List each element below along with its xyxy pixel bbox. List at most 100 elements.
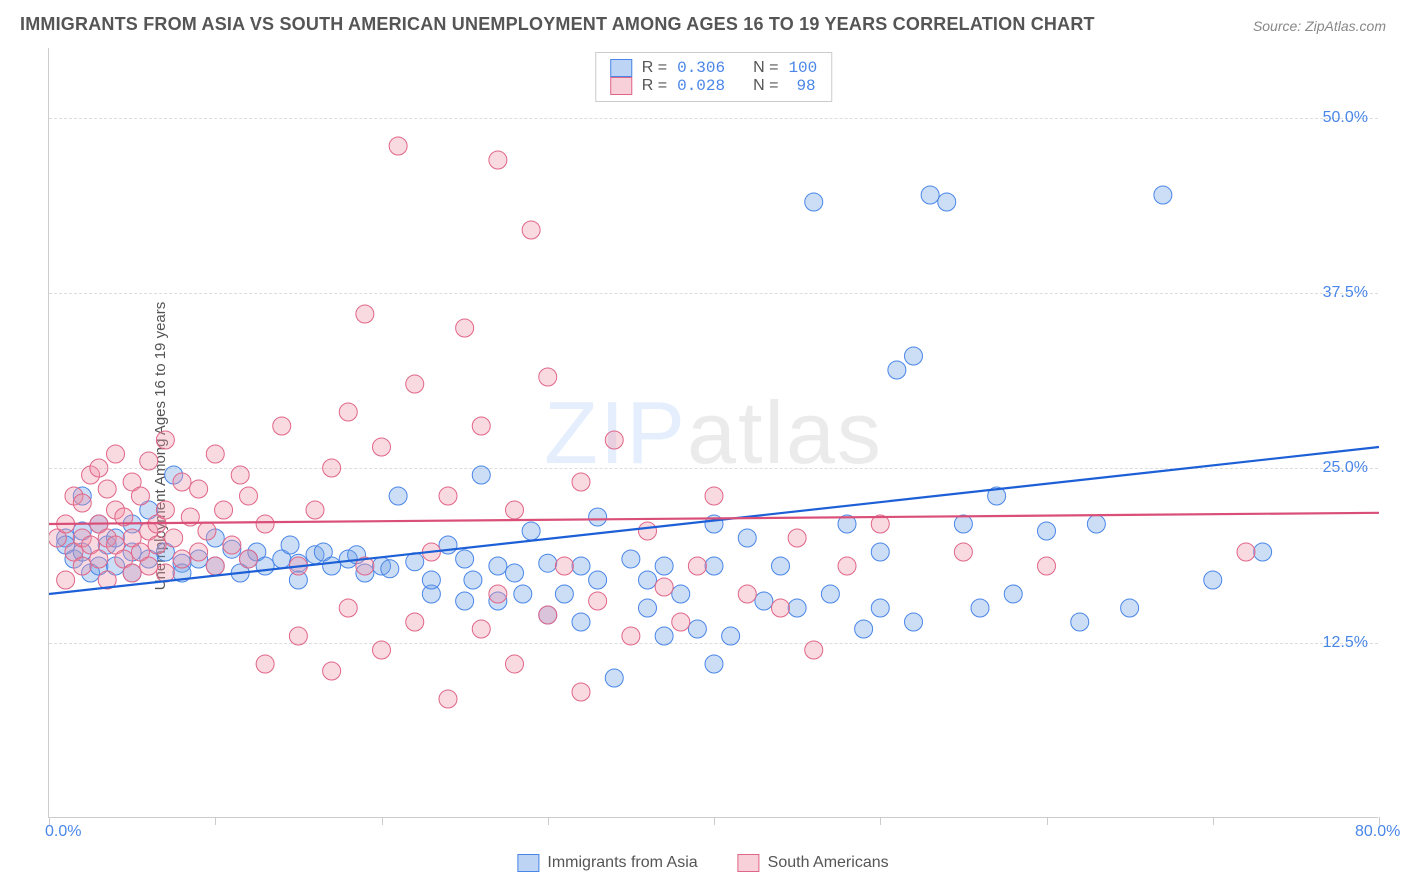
y-tick-label: 37.5% — [1323, 284, 1368, 302]
data-point-pink — [339, 403, 357, 421]
data-point-pink — [140, 522, 158, 540]
data-point-blue — [281, 536, 299, 554]
data-point-blue — [98, 536, 116, 554]
data-point-pink — [198, 522, 216, 540]
data-point-blue — [73, 522, 91, 540]
data-point-pink — [788, 529, 806, 547]
n-value-pink: 98 — [788, 77, 815, 95]
data-point-blue — [90, 557, 108, 575]
data-point-blue — [705, 557, 723, 575]
data-point-blue — [514, 585, 532, 603]
data-point-pink — [98, 480, 116, 498]
data-point-pink — [256, 655, 274, 673]
data-point-pink — [156, 564, 174, 582]
data-point-blue — [888, 361, 906, 379]
data-point-pink — [539, 606, 557, 624]
data-point-pink — [131, 487, 149, 505]
trend-line-blue — [49, 447, 1379, 594]
data-point-pink — [772, 599, 790, 617]
data-point-pink — [115, 550, 133, 568]
data-point-pink — [1237, 543, 1255, 561]
data-point-pink — [1038, 557, 1056, 575]
data-point-blue — [821, 585, 839, 603]
data-point-blue — [348, 546, 366, 564]
x-tick — [880, 817, 881, 825]
data-point-blue — [954, 515, 972, 533]
data-point-pink — [123, 473, 141, 491]
data-point-pink — [131, 543, 149, 561]
data-point-blue — [1121, 599, 1139, 617]
data-point-pink — [539, 368, 557, 386]
gridline — [49, 643, 1378, 644]
data-point-pink — [165, 529, 183, 547]
data-point-pink — [406, 375, 424, 393]
data-point-blue — [788, 599, 806, 617]
data-point-blue — [156, 543, 174, 561]
gridline — [49, 468, 1378, 469]
data-point-pink — [190, 543, 208, 561]
r-label: R = — [642, 77, 667, 95]
legend-item-pink: South Americans — [738, 854, 889, 872]
chart-title: IMMIGRANTS FROM ASIA VS SOUTH AMERICAN U… — [20, 14, 1095, 35]
data-point-blue — [123, 515, 141, 533]
stats-legend-box: R = 0.306 N = 100 R = 0.028 N = 98 — [595, 52, 833, 102]
data-point-pink — [705, 487, 723, 505]
data-point-blue — [306, 546, 324, 564]
gridline — [49, 118, 1378, 119]
data-point-blue — [206, 529, 224, 547]
data-point-blue — [489, 557, 507, 575]
data-point-blue — [339, 550, 357, 568]
data-point-pink — [422, 543, 440, 561]
source-attribution: Source: ZipAtlas.com — [1253, 18, 1386, 34]
watermark-right: atlas — [687, 383, 883, 482]
data-point-blue — [905, 613, 923, 631]
data-point-blue — [289, 571, 307, 589]
data-point-pink — [472, 620, 490, 638]
data-point-pink — [256, 515, 274, 533]
data-point-blue — [107, 557, 125, 575]
data-point-blue — [373, 557, 391, 575]
data-point-pink — [57, 515, 75, 533]
data-point-pink — [289, 557, 307, 575]
data-point-blue — [539, 554, 557, 572]
data-point-blue — [123, 564, 141, 582]
data-point-pink — [148, 536, 166, 554]
x-tick-label: 80.0% — [1355, 823, 1400, 841]
legend-item-blue: Immigrants from Asia — [517, 854, 697, 872]
data-point-blue — [655, 557, 673, 575]
data-point-pink — [65, 543, 83, 561]
data-point-blue — [755, 592, 773, 610]
gridline — [49, 293, 1378, 294]
data-point-pink — [838, 557, 856, 575]
data-point-blue — [73, 543, 91, 561]
r-value-blue: 0.306 — [677, 59, 725, 77]
data-point-blue — [838, 515, 856, 533]
data-point-pink — [123, 529, 141, 547]
data-point-pink — [107, 445, 125, 463]
data-point-pink — [406, 613, 424, 631]
data-point-blue — [489, 592, 507, 610]
data-point-pink — [156, 431, 174, 449]
data-point-pink — [373, 438, 391, 456]
n-label: N = — [753, 59, 778, 77]
data-point-blue — [123, 543, 141, 561]
data-point-pink — [439, 690, 457, 708]
data-point-blue — [971, 599, 989, 617]
data-point-blue — [57, 529, 75, 547]
data-point-blue — [589, 508, 607, 526]
data-point-pink — [107, 536, 125, 554]
watermark-left: ZIP — [544, 383, 687, 482]
data-point-blue — [572, 557, 590, 575]
data-point-pink — [181, 508, 199, 526]
data-point-blue — [772, 557, 790, 575]
data-point-blue — [622, 550, 640, 568]
data-point-pink — [173, 473, 191, 491]
data-point-blue — [1154, 186, 1172, 204]
legend-label-blue: Immigrants from Asia — [547, 854, 697, 872]
data-point-blue — [389, 487, 407, 505]
data-point-blue — [921, 186, 939, 204]
data-point-blue — [605, 669, 623, 687]
data-point-blue — [73, 487, 91, 505]
data-point-pink — [240, 487, 258, 505]
data-point-pink — [439, 487, 457, 505]
